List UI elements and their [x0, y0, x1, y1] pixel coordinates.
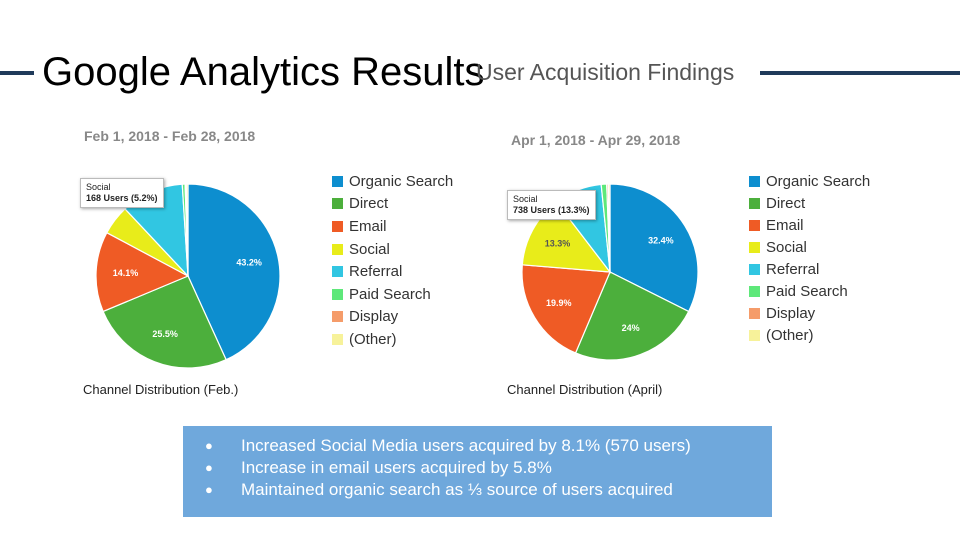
- chart-date-range: Apr 1, 2018 - Apr 29, 2018: [511, 132, 681, 148]
- tooltip-category: Social: [513, 194, 538, 204]
- legend-item-paid-search[interactable]: Paid Search: [749, 280, 870, 302]
- legend-item-social[interactable]: Social: [332, 238, 453, 261]
- chart-panel-feb: Feb 1, 2018 - Feb 28, 2018 43.2% 25.5% 14.…: [80, 120, 464, 380]
- data-label-direct: 25.5%: [152, 329, 178, 339]
- chart-caption-april: Channel Distribution (April): [507, 382, 663, 397]
- data-label-email: 19.9%: [546, 298, 572, 308]
- data-label-email: 14.1%: [113, 268, 139, 278]
- legend-label: (Other): [349, 330, 397, 348]
- legend-item-display[interactable]: Display: [332, 306, 453, 329]
- pie-slice-other[interactable]: [607, 183, 611, 273]
- chart-date-range: Feb 1, 2018 - Feb 28, 2018: [84, 128, 256, 144]
- pie-slice-organic-search[interactable]: [187, 183, 281, 361]
- legend-item-email[interactable]: Email: [332, 215, 453, 238]
- data-label-organic-search: 43.2%: [236, 258, 262, 268]
- legend-label: Social: [349, 240, 390, 258]
- legend-item-social[interactable]: Social: [749, 236, 870, 258]
- pie-chart: 32.4% 24% 19.9% 13.3%: [521, 183, 699, 361]
- legend-label: (Other): [766, 326, 814, 344]
- pie-slice-email[interactable]: [521, 264, 611, 354]
- finding-item: ● Increased Social Media users acquired b…: [205, 435, 772, 457]
- legend-label: Email: [766, 216, 804, 234]
- tooltip-value: 168 Users (5.2%): [86, 193, 158, 203]
- pie-slice-organic-search[interactable]: [609, 183, 699, 313]
- finding-item: ● Increase in email users acquired by 5.8…: [205, 457, 772, 479]
- legend-label: Paid Search: [766, 282, 848, 300]
- findings-list: ● Increased Social Media users acquired b…: [205, 435, 772, 501]
- legend-swatch: [749, 329, 760, 341]
- legend-label: Social: [766, 238, 807, 256]
- legend-swatch: [332, 175, 343, 187]
- legend-label: Display: [349, 308, 399, 326]
- legend-label: Email: [349, 217, 387, 235]
- title-rule-right: [760, 71, 960, 75]
- findings-box: ● Increased Social Media users acquired b…: [183, 426, 772, 517]
- legend-swatch: [332, 198, 343, 210]
- legend-swatch: [749, 219, 760, 231]
- legend-item-other[interactable]: (Other): [749, 324, 870, 346]
- finding-text: Increase in email users acquired by 5.8%: [241, 458, 552, 477]
- legend-item-display[interactable]: Display: [749, 302, 870, 324]
- legend-swatch: [749, 175, 760, 187]
- legend-item-organic-search[interactable]: Organic Search: [749, 170, 870, 192]
- legend-item-referral[interactable]: Referral: [332, 260, 453, 283]
- data-label-direct: 24%: [622, 323, 640, 333]
- chart-tooltip: Social 168 Users (5.2%): [80, 178, 164, 208]
- legend-swatch: [749, 241, 760, 253]
- legend-swatch: [332, 243, 343, 255]
- bullet-icon: ●: [205, 438, 213, 453]
- chart-panel-april: Apr 1, 2018 - Apr 29, 2018 32.4% 24% 19.9%…: [505, 120, 885, 380]
- pie-slice-other[interactable]: [185, 183, 189, 277]
- legend-swatch: [332, 266, 343, 278]
- legend-item-paid-search[interactable]: Paid Search: [332, 283, 453, 306]
- finding-item: ● Maintained organic search as ⅓ source o…: [205, 479, 772, 501]
- legend-swatch: [332, 333, 343, 345]
- legend-label: Direct: [766, 194, 806, 212]
- legend-label: Paid Search: [349, 285, 431, 303]
- finding-text: Increased Social Media users acquired by…: [241, 436, 691, 455]
- bullet-icon: ●: [205, 460, 213, 475]
- legend-item-other[interactable]: (Other): [332, 328, 453, 351]
- legend-label: Organic Search: [349, 172, 454, 190]
- legend-swatch: [332, 311, 343, 323]
- slide-title: Google Analytics Results: [42, 50, 485, 94]
- data-label-organic-search: 32.4%: [648, 236, 674, 246]
- tooltip-category: Social: [86, 182, 111, 192]
- legend-label: Organic Search: [766, 172, 871, 190]
- chart-caption-feb: Channel Distribution (Feb.): [83, 382, 239, 397]
- legend-swatch: [332, 220, 343, 232]
- legend-item-email[interactable]: Email: [749, 214, 870, 236]
- legend-swatch: [749, 307, 760, 319]
- legend-item-direct[interactable]: Direct: [332, 193, 453, 216]
- finding-text: Maintained organic search as ⅓ source of…: [241, 480, 673, 499]
- legend-label: Direct: [349, 195, 389, 213]
- legend-swatch: [332, 288, 343, 300]
- title-rule-left: [0, 71, 34, 75]
- legend-item-referral[interactable]: Referral: [749, 258, 870, 280]
- legend-label: Referral: [349, 263, 403, 281]
- legend-label: Referral: [766, 260, 820, 278]
- pie-chart: 43.2% 25.5% 14.1%: [95, 183, 281, 369]
- tooltip-value: 738 Users (13.3%): [513, 205, 590, 215]
- pie-slice-email[interactable]: [95, 231, 190, 313]
- legend-label: Display: [766, 304, 816, 322]
- slide-subtitle: User Acquisition Findings: [476, 59, 735, 85]
- chart-legend: Organic Search Direct Email Social Referral P…: [749, 170, 870, 346]
- chart-legend: Organic Search Direct Email Social Referral P…: [332, 170, 453, 351]
- legend-swatch: [749, 285, 760, 297]
- pie-slice-direct[interactable]: [574, 271, 690, 361]
- legend-swatch: [749, 263, 760, 275]
- legend-swatch: [749, 197, 760, 209]
- data-label-social: 13.3%: [545, 238, 571, 248]
- bullet-icon: ●: [205, 482, 213, 497]
- chart-tooltip: Social 738 Users (13.3%): [507, 190, 596, 220]
- legend-item-direct[interactable]: Direct: [749, 192, 870, 214]
- legend-item-organic-search[interactable]: Organic Search: [332, 170, 453, 193]
